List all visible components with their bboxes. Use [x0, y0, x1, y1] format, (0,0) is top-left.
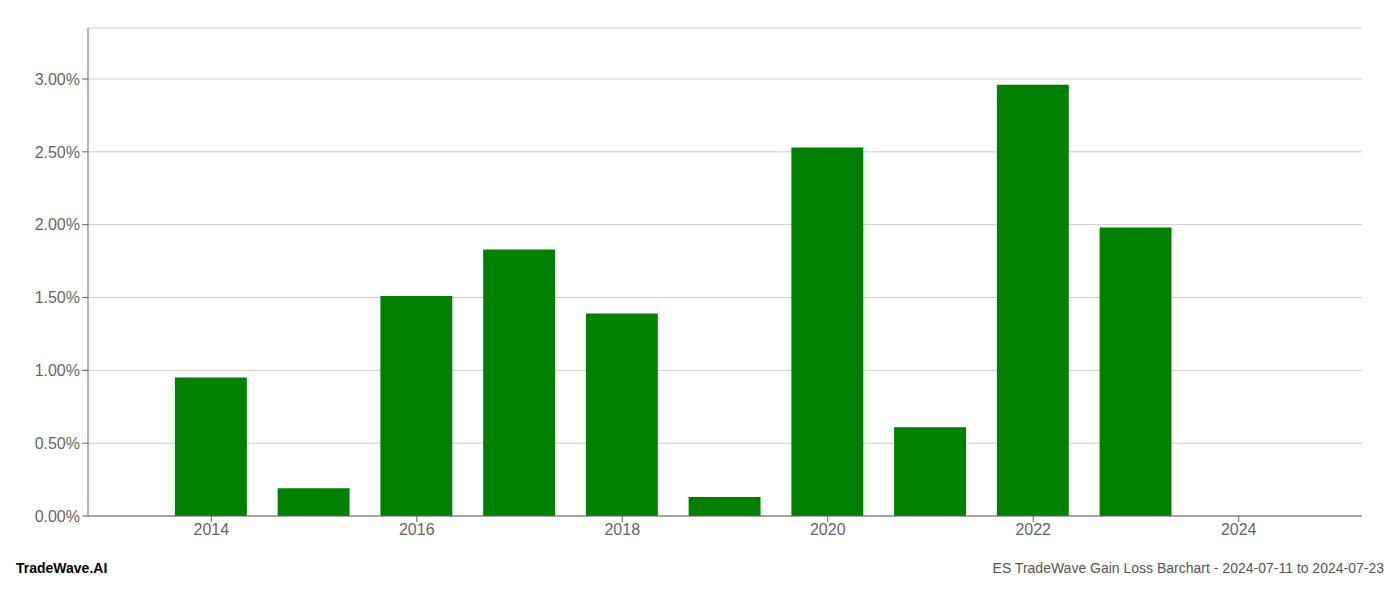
svg-text:2014: 2014 [193, 521, 229, 538]
svg-text:2024: 2024 [1221, 521, 1257, 538]
html-text:TradeWave.AI: TradeWave.AI [16, 560, 108, 576]
svg-text:2022: 2022 [1015, 521, 1051, 538]
html-text:ES TradeWave Gain Loss Barchar: ES TradeWave Gain Loss Barchart - 2024-0… [992, 560, 1384, 576]
svg-text:2020: 2020 [810, 521, 846, 538]
svg-text:1.50%: 1.50% [35, 289, 80, 306]
svg-text:2.00%: 2.00% [35, 216, 80, 233]
svg-text:1.00%: 1.00% [35, 362, 80, 379]
svg-text:3.00%: 3.00% [35, 71, 80, 88]
svg-text:0.00%: 0.00% [35, 508, 80, 525]
svg-text:0.50%: 0.50% [35, 435, 80, 452]
svg-text:2.50%: 2.50% [35, 144, 80, 161]
svg-text:2016: 2016 [399, 521, 435, 538]
svg-text:2018: 2018 [604, 521, 640, 538]
